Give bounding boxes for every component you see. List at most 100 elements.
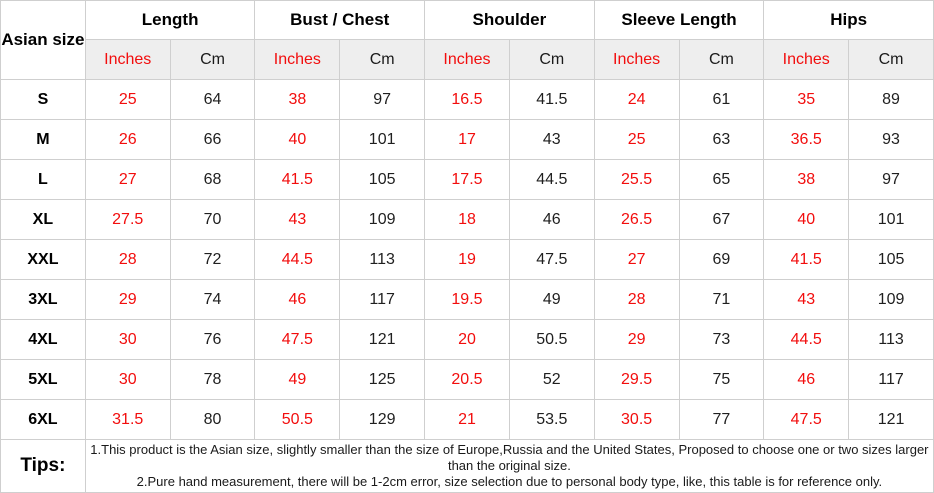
tips-row: Tips: 1.This product is the Asian size, … — [0, 439, 934, 493]
group-header-shoulder: Shoulder — [424, 0, 595, 40]
cell-value: 30.5 — [593, 399, 680, 440]
cell-value: 44.5 — [254, 239, 341, 280]
cell-value: 76 — [169, 319, 256, 360]
size-label: L — [0, 159, 86, 200]
cell-value: 41.5 — [508, 79, 595, 120]
cell-value: 53.5 — [508, 399, 595, 440]
cell-value: 113 — [339, 239, 426, 280]
size-label: M — [0, 119, 86, 160]
cell-value: 109 — [339, 199, 426, 240]
cell-value: 28 — [84, 239, 171, 280]
cell-value: 20.5 — [424, 359, 510, 400]
cell-value: 36.5 — [763, 119, 850, 160]
unit-header-cm: Cm — [508, 39, 595, 80]
table-row-size-3xl: 3XL 29 74 46 117 19.5 49 28 71 43 109 — [0, 279, 934, 320]
size-label: 6XL — [0, 399, 86, 440]
size-label: 5XL — [0, 359, 86, 400]
cell-value: 18 — [424, 199, 510, 240]
cell-value: 46 — [254, 279, 341, 320]
cell-value: 27 — [84, 159, 171, 200]
cell-value: 16.5 — [424, 79, 510, 120]
cell-value: 29 — [593, 319, 680, 360]
cell-value: 117 — [848, 359, 934, 400]
unit-header-inches: Inches — [763, 39, 850, 80]
cell-value: 50.5 — [254, 399, 341, 440]
group-header-row: Asian size Length Bust / Chest Shoulder … — [0, 0, 934, 80]
cell-value: 29.5 — [593, 359, 680, 400]
cell-value: 68 — [169, 159, 256, 200]
table-row-size-6xl: 6XL 31.5 80 50.5 129 21 53.5 30.5 77 47.… — [0, 399, 934, 440]
cell-value: 47.5 — [508, 239, 595, 280]
cell-value: 25 — [593, 119, 680, 160]
cell-value: 25.5 — [593, 159, 680, 200]
cell-value: 109 — [848, 279, 934, 320]
tips-line-1: 1.This product is the Asian size, slight… — [90, 442, 929, 473]
tips-line-2: 2.Pure hand measurement, there will be 1… — [136, 474, 883, 489]
cell-value: 40 — [254, 119, 341, 160]
cell-value: 49 — [508, 279, 595, 320]
tips-label: Tips: — [0, 439, 86, 493]
cell-value: 78 — [169, 359, 256, 400]
cell-value: 41.5 — [763, 239, 850, 280]
size-label: XXL — [0, 239, 86, 280]
unit-header-cm: Cm — [848, 39, 934, 80]
table-row-size-l: L 27 68 41.5 105 17.5 44.5 25.5 65 38 97 — [0, 159, 934, 200]
cell-value: 52 — [508, 359, 595, 400]
cell-value: 46 — [508, 199, 595, 240]
cell-value: 77 — [678, 399, 765, 440]
cell-value: 117 — [339, 279, 426, 320]
cell-value: 121 — [848, 399, 934, 440]
unit-header-inches: Inches — [424, 39, 510, 80]
cell-value: 89 — [848, 79, 934, 120]
cell-value: 35 — [763, 79, 850, 120]
table-row-size-5xl: 5XL 30 78 49 125 20.5 52 29.5 75 46 117 — [0, 359, 934, 400]
cell-value: 93 — [848, 119, 934, 160]
cell-value: 24 — [593, 79, 680, 120]
size-label: 3XL — [0, 279, 86, 320]
cell-value: 67 — [678, 199, 765, 240]
cell-value: 66 — [169, 119, 256, 160]
cell-value: 70 — [169, 199, 256, 240]
cell-value: 29 — [84, 279, 171, 320]
cell-value: 101 — [848, 199, 934, 240]
cell-value: 44.5 — [508, 159, 595, 200]
cell-value: 27 — [593, 239, 680, 280]
cell-value: 97 — [848, 159, 934, 200]
cell-value: 63 — [678, 119, 765, 160]
cell-value: 113 — [848, 319, 934, 360]
cell-value: 21 — [424, 399, 510, 440]
group-header-sleeve-length: Sleeve Length — [593, 0, 765, 40]
cell-value: 50.5 — [508, 319, 595, 360]
corner-header-asian-size: Asian size — [0, 0, 86, 80]
cell-value: 65 — [678, 159, 765, 200]
cell-value: 64 — [169, 79, 256, 120]
cell-value: 69 — [678, 239, 765, 280]
cell-value: 28 — [593, 279, 680, 320]
cell-value: 61 — [678, 79, 765, 120]
cell-value: 97 — [339, 79, 426, 120]
table-row-size-4xl: 4XL 30 76 47.5 121 20 50.5 29 73 44.5 11… — [0, 319, 934, 360]
cell-value: 41.5 — [254, 159, 341, 200]
cell-value: 74 — [169, 279, 256, 320]
group-header-bust-chest: Bust / Chest — [254, 0, 426, 40]
cell-value: 121 — [339, 319, 426, 360]
group-header-hips: Hips — [763, 0, 934, 40]
cell-value: 46 — [763, 359, 850, 400]
cell-value: 43 — [508, 119, 595, 160]
cell-value: 80 — [169, 399, 256, 440]
cell-value: 43 — [254, 199, 341, 240]
size-label: XL — [0, 199, 86, 240]
table-row-size-m: M 26 66 40 101 17 43 25 63 36.5 93 — [0, 119, 934, 160]
cell-value: 43 — [763, 279, 850, 320]
cell-value: 125 — [339, 359, 426, 400]
cell-value: 25 — [84, 79, 171, 120]
table-row-size-s: S 25 64 38 97 16.5 41.5 24 61 35 89 — [0, 79, 934, 120]
unit-header-row: Inches Cm Inches Cm Inches Cm Inches Cm … — [1, 39, 934, 80]
cell-value: 44.5 — [763, 319, 850, 360]
cell-value: 72 — [169, 239, 256, 280]
cell-value: 17.5 — [424, 159, 510, 200]
cell-value: 17 — [424, 119, 510, 160]
cell-value: 105 — [339, 159, 426, 200]
group-header-length: Length — [84, 0, 256, 40]
